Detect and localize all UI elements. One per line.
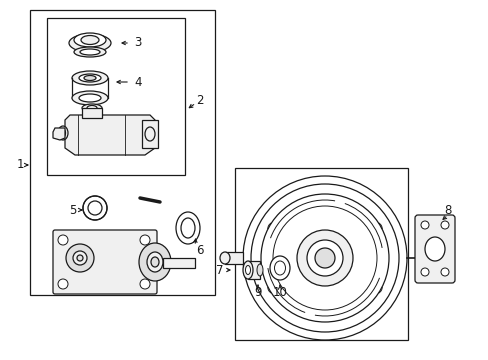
Circle shape <box>272 206 376 310</box>
Circle shape <box>88 201 102 215</box>
Ellipse shape <box>69 34 111 52</box>
Circle shape <box>306 240 342 276</box>
Circle shape <box>314 248 334 268</box>
Bar <box>235 168 407 340</box>
Ellipse shape <box>66 244 94 272</box>
Ellipse shape <box>74 33 106 47</box>
Circle shape <box>296 230 352 286</box>
Text: 6: 6 <box>196 243 203 256</box>
Bar <box>163 258 195 268</box>
Text: 10: 10 <box>272 285 287 298</box>
Ellipse shape <box>176 212 200 244</box>
Ellipse shape <box>72 91 108 105</box>
FancyBboxPatch shape <box>53 230 157 294</box>
Ellipse shape <box>79 74 101 82</box>
Ellipse shape <box>80 49 100 55</box>
Ellipse shape <box>61 129 65 137</box>
Circle shape <box>140 279 150 289</box>
Text: 4: 4 <box>134 76 142 89</box>
Ellipse shape <box>74 47 106 57</box>
Circle shape <box>261 194 388 322</box>
Ellipse shape <box>181 218 195 238</box>
Circle shape <box>420 221 428 229</box>
Ellipse shape <box>145 127 155 141</box>
Ellipse shape <box>220 252 229 264</box>
Ellipse shape <box>424 237 444 261</box>
Polygon shape <box>65 115 155 155</box>
Circle shape <box>243 176 406 340</box>
Ellipse shape <box>151 257 159 267</box>
Ellipse shape <box>84 76 96 81</box>
Circle shape <box>58 279 68 289</box>
Polygon shape <box>53 128 65 140</box>
FancyBboxPatch shape <box>414 215 454 283</box>
Text: 7: 7 <box>216 264 224 276</box>
Bar <box>142 120 158 148</box>
Polygon shape <box>82 108 102 118</box>
Bar <box>424 252 436 264</box>
Text: 3: 3 <box>134 36 142 49</box>
Ellipse shape <box>257 264 263 276</box>
Circle shape <box>58 235 68 245</box>
Text: 1: 1 <box>16 158 24 171</box>
Text: 9: 9 <box>254 285 261 298</box>
Bar <box>247 261 260 279</box>
Ellipse shape <box>79 94 101 102</box>
Ellipse shape <box>87 105 97 111</box>
Ellipse shape <box>147 252 163 272</box>
Circle shape <box>140 235 150 245</box>
Circle shape <box>83 196 107 220</box>
Ellipse shape <box>243 261 252 279</box>
Bar <box>47 18 184 175</box>
Ellipse shape <box>58 126 68 140</box>
Ellipse shape <box>274 261 285 275</box>
Ellipse shape <box>139 243 171 281</box>
Ellipse shape <box>82 104 102 112</box>
Text: 5: 5 <box>69 203 77 216</box>
Ellipse shape <box>72 71 108 85</box>
Bar <box>30 10 215 295</box>
Ellipse shape <box>73 251 87 265</box>
Circle shape <box>420 268 428 276</box>
Ellipse shape <box>81 36 99 45</box>
Bar <box>224 252 243 264</box>
Circle shape <box>440 268 448 276</box>
Text: 8: 8 <box>444 203 451 216</box>
Text: 2: 2 <box>196 94 203 107</box>
Ellipse shape <box>245 266 250 274</box>
Circle shape <box>440 221 448 229</box>
Ellipse shape <box>269 256 289 280</box>
Ellipse shape <box>77 255 83 261</box>
